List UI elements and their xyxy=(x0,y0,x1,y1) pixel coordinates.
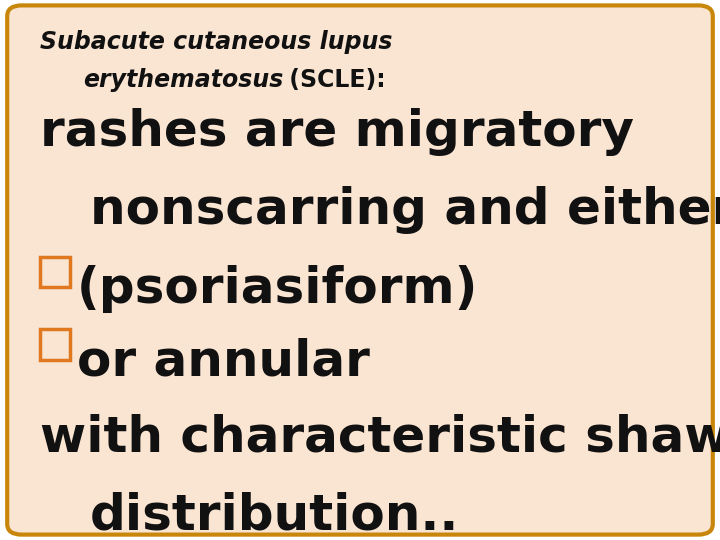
FancyBboxPatch shape xyxy=(40,256,70,287)
Text: Subacute cutaneous lupus: Subacute cutaneous lupus xyxy=(40,30,392,53)
Text: erythematosus: erythematosus xyxy=(83,68,283,91)
FancyBboxPatch shape xyxy=(7,5,713,535)
Text: with characteristic shawl: with characteristic shawl xyxy=(40,413,720,461)
Text: (SCLE):: (SCLE): xyxy=(281,68,385,91)
Text: distribution..: distribution.. xyxy=(90,491,459,539)
Text: or annular: or annular xyxy=(77,338,370,386)
Text: (psoriasiform): (psoriasiform) xyxy=(77,265,478,313)
Text: nonscarring and either: nonscarring and either xyxy=(90,186,720,234)
Text: rashes are migratory: rashes are migratory xyxy=(40,108,634,156)
FancyBboxPatch shape xyxy=(40,329,70,360)
